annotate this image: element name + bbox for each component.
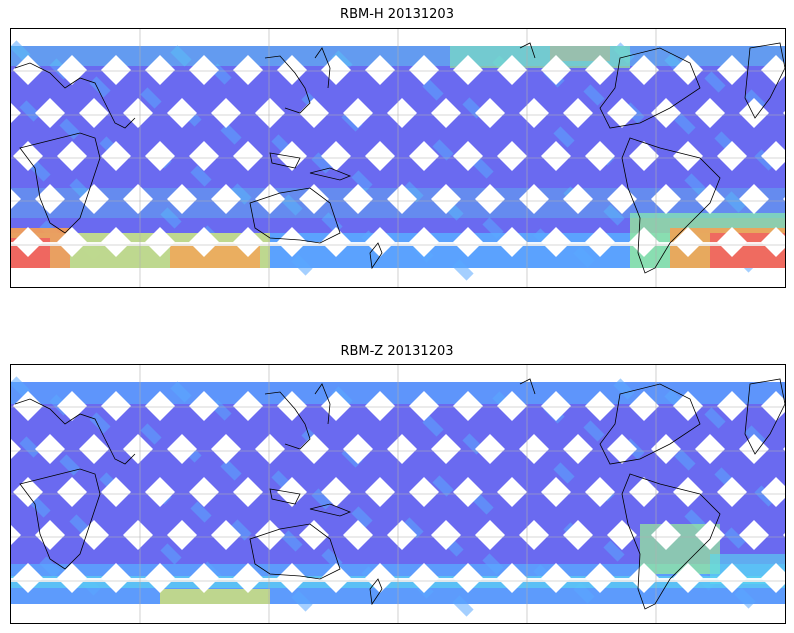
coastlines <box>14 378 786 610</box>
map-panel-rbm-h <box>10 28 786 288</box>
map-panel-rbm-z <box>10 364 786 624</box>
map-frame <box>10 28 786 288</box>
panel-title-rbm-h: RBM-H 20131203 <box>340 7 454 22</box>
map-frame <box>10 364 786 624</box>
panel-title-rbm-z: RBM-Z 20131203 <box>340 344 454 359</box>
coastlines <box>14 42 786 274</box>
